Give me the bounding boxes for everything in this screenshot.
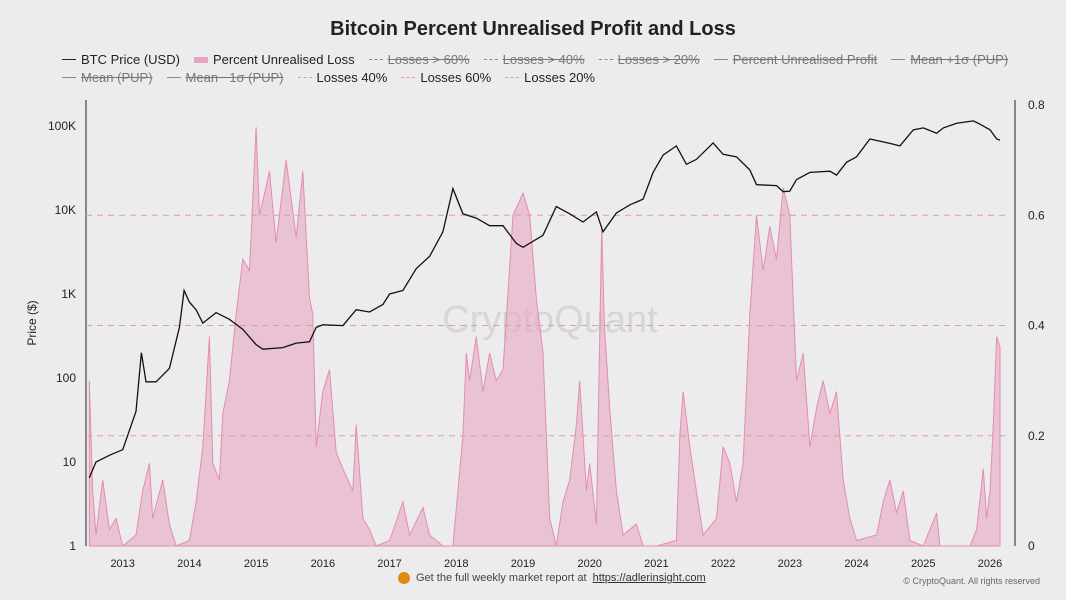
x-tick-label: 2022 (711, 558, 735, 570)
x-tick-label: 2025 (911, 558, 935, 570)
legend-item[interactable]: Losses 40% (297, 70, 388, 85)
legend-label: Percent Unrealised Profit (732, 52, 878, 67)
legend-item[interactable]: Losses 60% (401, 70, 491, 85)
x-tick-label: 2023 (778, 558, 802, 570)
legend-swatch (483, 59, 498, 60)
legend-item[interactable]: Losses > 60% (368, 52, 470, 67)
legend-label: BTC Price (USD) (81, 52, 180, 67)
legend-item[interactable]: Percent Unrealised Loss (193, 52, 355, 67)
y-left-tick-label: 10K (55, 203, 76, 217)
x-tick-label: 2020 (577, 558, 601, 570)
legend-swatch (193, 56, 208, 63)
copyright: © CryptoQuant. All rights reserved (903, 576, 1040, 586)
y-axis-label: Price ($) (25, 300, 39, 345)
y-right-tick-label: 0.4 (1028, 319, 1045, 333)
y-left-tick-label: 1K (61, 287, 76, 301)
legend-item[interactable]: Mean −1σ (PUP) (166, 70, 284, 85)
legend-label: Mean −1σ (PUP) (185, 70, 284, 85)
legend-swatch (166, 77, 181, 78)
legend-swatch (297, 77, 312, 78)
y-left-tick-label: 1 (69, 539, 76, 553)
footer: Get the full weekly market report at htt… (398, 572, 706, 584)
y-right-tick-label: 0 (1028, 539, 1035, 553)
legend-item[interactable]: Mean +1σ (PUP) (891, 52, 1008, 67)
x-tick-label: 2024 (844, 558, 868, 570)
x-tick-label: 2018 (444, 558, 468, 570)
loss-area (88, 127, 1001, 547)
legend-label: Percent Unrealised Loss (212, 52, 355, 67)
legend-swatch (713, 59, 728, 60)
x-tick-label: 2015 (244, 558, 268, 570)
coin-icon (398, 572, 410, 584)
x-tick-label: 2016 (311, 558, 335, 570)
footer-text: Get the full weekly market report at (416, 572, 587, 584)
x-tick-label: 2017 (377, 558, 401, 570)
x-tick-label: 2026 (978, 558, 1002, 570)
y-right-tick-label: 0.6 (1028, 208, 1045, 222)
legend-label: Mean +1σ (PUP) (910, 52, 1009, 67)
legend-row-2: Mean (PUP) Mean −1σ (PUP) Losses 40% Losses… (62, 70, 595, 85)
y-right-tick-label: 0.8 (1028, 98, 1045, 112)
y-right-tick-label: 0.2 (1028, 429, 1045, 443)
footer-link[interactable]: https://adlerinsight.com (592, 572, 706, 584)
legend-label: Losses 20% (524, 70, 595, 85)
legend-swatch (891, 59, 906, 60)
x-tick-label: 2013 (110, 558, 134, 570)
legend-swatch (62, 59, 76, 60)
legend-swatch (62, 77, 76, 78)
y-left-tick-label: 10 (63, 455, 77, 469)
x-tick-label: 2014 (177, 558, 201, 570)
legend-label: Losses > 40% (502, 52, 585, 67)
legend-swatch (401, 77, 416, 78)
legend-swatch (505, 77, 520, 78)
x-tick-label: 2019 (511, 558, 535, 570)
legend-item[interactable]: Percent Unrealised Profit (713, 52, 878, 67)
chart-title: Bitcoin Percent Unrealised Profit and Lo… (330, 18, 736, 40)
legend-label: Losses 60% (420, 70, 492, 85)
y-left-tick-label: 100K (48, 119, 76, 133)
y-left-tick-label: 100 (56, 371, 76, 385)
watermark: CryptoQuant (442, 299, 658, 341)
legend-swatch (368, 59, 383, 60)
legend-label: Mean (PUP) (81, 70, 153, 85)
legend-item[interactable]: Mean (PUP) (62, 70, 153, 85)
legend-label: Losses > 20% (617, 52, 700, 67)
legend-label: Losses 40% (316, 70, 388, 85)
legend-row-1: BTC Price (USD) Percent Unrealised Loss Lo… (62, 52, 1008, 67)
legend-item[interactable]: Losses 20% (505, 70, 595, 85)
legend-item[interactable]: Losses > 20% (598, 52, 700, 67)
legend-label: Losses > 60% (387, 52, 470, 67)
x-tick-label: 2021 (644, 558, 668, 570)
legend-item[interactable]: BTC Price (USD) (62, 52, 180, 67)
price-line (88, 120, 1001, 478)
legend-swatch (598, 59, 613, 60)
legend-item[interactable]: Losses > 40% (483, 52, 585, 67)
